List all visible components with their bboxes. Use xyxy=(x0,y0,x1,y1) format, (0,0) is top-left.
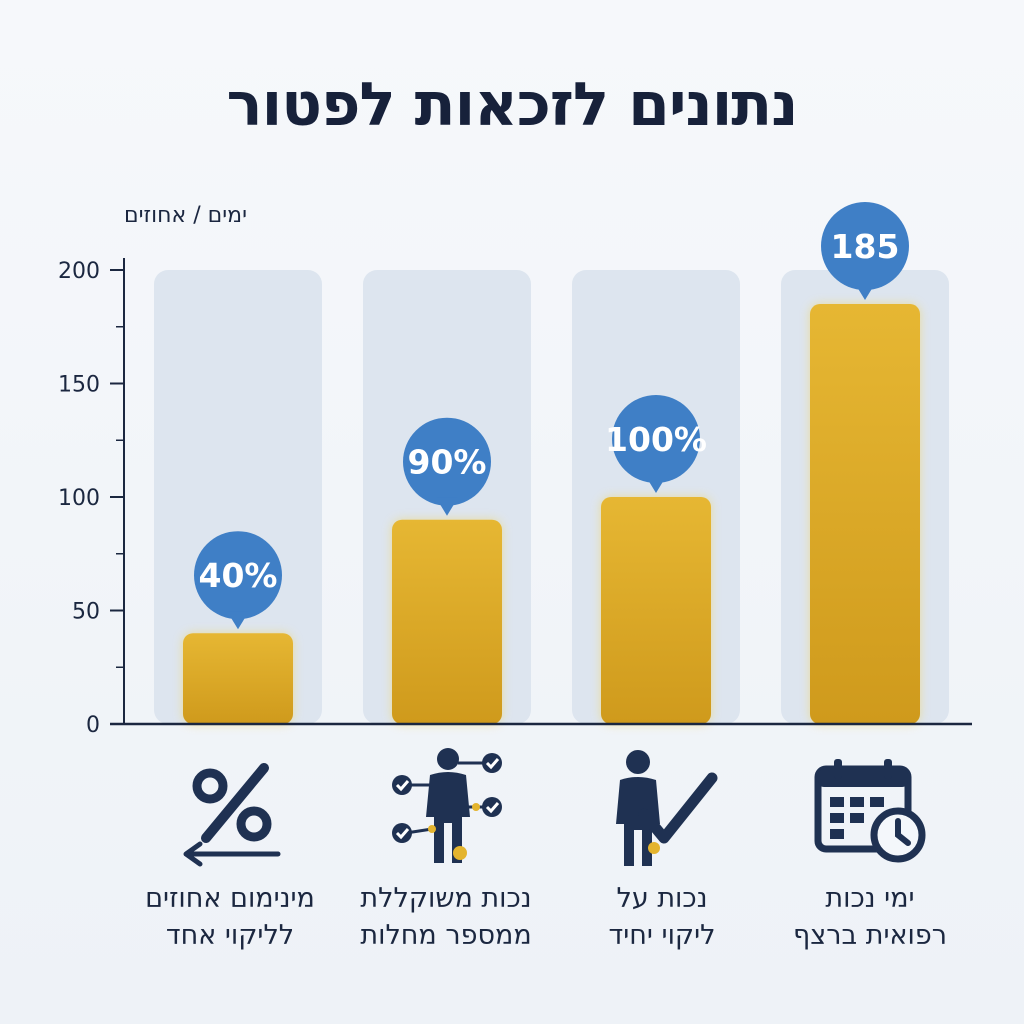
person-check-icon xyxy=(608,748,720,870)
data-label: 90% xyxy=(408,443,487,482)
y-tick-label: 100 xyxy=(58,486,100,511)
category-label-line: רפואית ברצף xyxy=(792,920,947,951)
data-label: 185 xyxy=(831,227,900,266)
y-tick-label: 0 xyxy=(86,713,100,738)
category-label-2: נכות משוקללת ממספר מחלות xyxy=(346,880,546,954)
calendar-clock-icon xyxy=(812,757,930,865)
category-label-line: ממספר מחלות xyxy=(360,920,532,951)
y-tick-label: 200 xyxy=(58,259,100,284)
y-axis-label: ימים / אחוזים xyxy=(124,203,247,228)
person-connections-icon xyxy=(386,745,510,870)
category-label-line: נכות על xyxy=(616,883,708,914)
category-label-line: מינימום אחוזים xyxy=(145,883,315,914)
bar xyxy=(183,633,293,724)
percent-arrow-icon xyxy=(178,762,288,867)
category-label-line: לליקוי אחד xyxy=(165,920,295,951)
data-label-bubble: 40% xyxy=(194,531,282,630)
chart-title: נתונים לזכאות לפטור xyxy=(226,70,799,140)
bar-track xyxy=(154,270,322,724)
category-label-line: נכות משוקללת xyxy=(360,883,532,914)
data-label-bubble: 185 xyxy=(821,202,909,301)
bar xyxy=(810,304,920,724)
bar xyxy=(392,519,502,724)
data-label-bubble: 100% xyxy=(605,395,707,493)
bar xyxy=(601,497,711,724)
y-tick-label: 50 xyxy=(72,600,100,625)
category-label-line: ליקוי יחיד xyxy=(608,920,716,951)
data-label: 40% xyxy=(199,556,278,595)
category-label-3: נכות על ליקוי יחיד xyxy=(562,880,762,954)
category-label-4: ימי נכות רפואית ברצף xyxy=(770,880,970,954)
data-label-bubble: 90% xyxy=(403,417,491,516)
category-label-1: מינימום אחוזים לליקוי אחד xyxy=(130,880,330,954)
category-label-line: ימי נכות xyxy=(825,883,915,914)
y-tick-label: 150 xyxy=(58,373,100,398)
data-label: 100% xyxy=(605,420,707,459)
